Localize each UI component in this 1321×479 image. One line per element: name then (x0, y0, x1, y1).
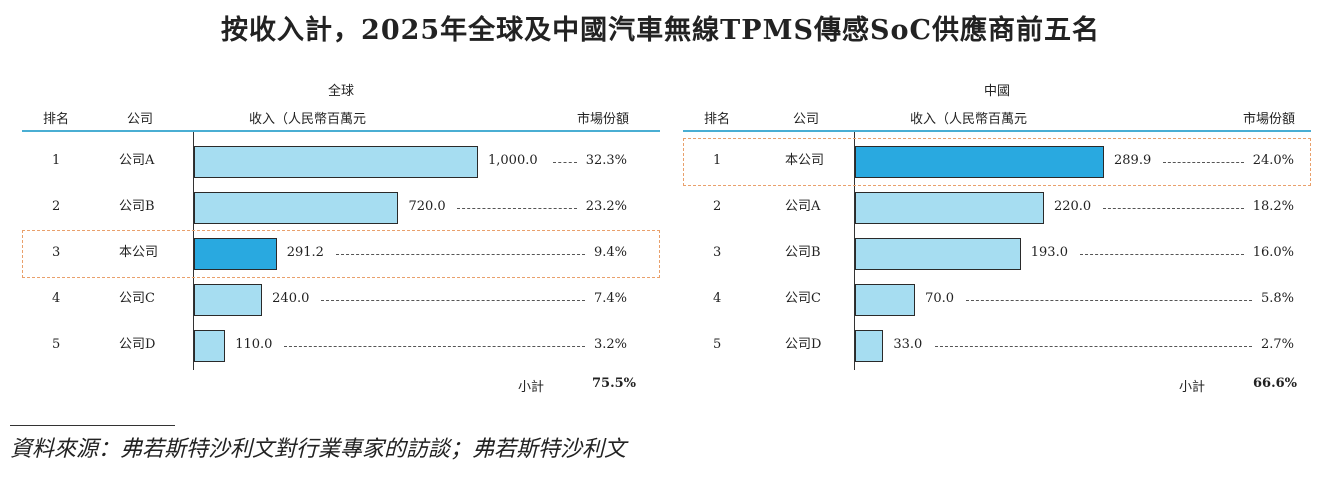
header-revenue: 收入（人民幣百萬元 (249, 112, 367, 127)
global-panel: 全球排名 公司 收入（人民幣百萬元 市場份額 1 公司A 1,000.0 32.3% 2 公司B 7… (22, 74, 660, 404)
chart-title: 按收入計，2025年全球及中國汽車無線TPMS傳感SoC供應商前五名 (221, 15, 1100, 46)
value-label: 110.0 (235, 337, 273, 352)
value-label: 1,000.0 (488, 153, 538, 168)
value-label: 291.2 (286, 245, 324, 260)
value-label: 70.0 (925, 291, 955, 306)
rank-label: 1 (52, 153, 61, 168)
share-label: 24.0% (1252, 153, 1294, 168)
value-label: 33.0 (893, 337, 923, 352)
rank-label: 3 (52, 245, 61, 260)
value-label: 240.0 (272, 291, 310, 306)
bar-axis (854, 132, 855, 370)
company-label: 本公司 (785, 153, 825, 168)
rank-label: 3 (713, 245, 722, 260)
header-share: 市場份額 (577, 112, 630, 127)
rank-label: 4 (52, 291, 61, 306)
highlight-box (683, 138, 1311, 186)
company-label: 公司A (119, 153, 155, 168)
share-label: 2.7% (1260, 337, 1294, 352)
leader-line (1102, 208, 1244, 209)
rank-label: 2 (713, 199, 722, 214)
header-company: 公司 (793, 112, 820, 127)
header-revenue: 收入（人民幣百萬元 (910, 112, 1028, 127)
header-company: 公司 (127, 112, 154, 127)
footnote-rule (10, 425, 175, 426)
share-label: 18.2% (1252, 199, 1294, 214)
header-rank: 排名 (43, 112, 70, 127)
bar-公司C (194, 284, 263, 316)
bar-公司A (855, 192, 1044, 224)
source-note: 資料來源：弗若斯特沙利文對行業專家的訪談；弗若斯特沙利文 (10, 437, 627, 462)
leader-line (552, 162, 577, 163)
leader-line (1079, 254, 1244, 255)
subtotal-value: 75.5% (592, 376, 637, 391)
panel-title: 全球 (327, 84, 354, 99)
leader-line (335, 254, 585, 255)
bar-公司D (194, 330, 226, 362)
value-label: 220.0 (1053, 199, 1092, 214)
panel-title: 中國 (983, 84, 1010, 99)
rank-label: 5 (713, 337, 722, 352)
leader-line (457, 208, 577, 209)
company-label: 公司D (785, 337, 822, 352)
bar-公司B (855, 238, 1021, 270)
bar-本公司 (855, 146, 1104, 178)
rank-label: 2 (52, 199, 61, 214)
bar-公司D (855, 330, 884, 362)
company-label: 公司B (119, 199, 155, 214)
company-label: 公司D (119, 337, 156, 352)
leader-line (966, 300, 1252, 301)
subtotal-label: 小計 (518, 380, 545, 395)
share-label: 5.8% (1260, 291, 1294, 306)
value-label: 289.9 (1114, 153, 1152, 168)
rank-label: 4 (713, 291, 722, 306)
share-label: 3.2% (593, 337, 627, 352)
header-rank: 排名 (704, 112, 731, 127)
value-label: 720.0 (408, 199, 446, 214)
leader-line (321, 300, 585, 301)
share-label: 32.3% (585, 153, 627, 168)
bar-公司A (194, 146, 478, 178)
subtotal-value: 66.6% (1253, 376, 1298, 391)
subtotal-label: 小計 (1179, 380, 1206, 395)
share-label: 7.4% (593, 291, 627, 306)
share-label: 23.2% (585, 199, 627, 214)
bar-axis (193, 132, 194, 370)
bar-本公司 (194, 238, 277, 270)
company-label: 公司C (785, 291, 821, 306)
header-share: 市場份額 (1243, 112, 1296, 127)
share-label: 9.4% (593, 245, 627, 260)
company-label: 公司C (119, 291, 155, 306)
rank-label: 5 (52, 337, 61, 352)
leader-line (1163, 162, 1244, 163)
china-panel: 中國排名 公司 收入（人民幣百萬元 市場份額 1 本公司 289.9 24.0% 2 公司A 220… (683, 74, 1311, 404)
bar-公司C (855, 284, 916, 316)
highlight-box (22, 230, 660, 278)
bar-公司B (194, 192, 399, 224)
share-label: 16.0% (1252, 245, 1294, 260)
header-rule (22, 130, 660, 132)
company-label: 公司A (785, 199, 821, 214)
value-label: 193.0 (1030, 245, 1068, 260)
header-rule (683, 130, 1311, 132)
company-label: 本公司 (119, 245, 159, 260)
leader-line (934, 346, 1252, 347)
rank-label: 1 (713, 153, 722, 168)
leader-line (284, 346, 585, 347)
company-label: 公司B (785, 245, 821, 260)
